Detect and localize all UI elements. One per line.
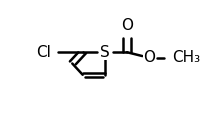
Text: Cl: Cl — [36, 45, 51, 60]
Text: O: O — [144, 50, 155, 65]
Text: S: S — [100, 45, 110, 60]
Text: O: O — [121, 18, 133, 33]
Text: CH₃: CH₃ — [172, 50, 200, 65]
